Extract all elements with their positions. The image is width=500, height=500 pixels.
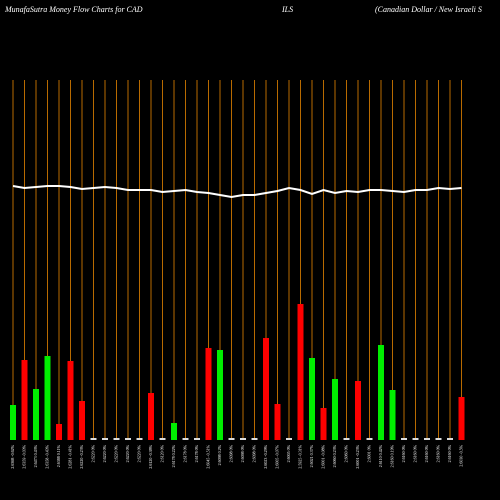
bar	[148, 393, 154, 440]
bar	[251, 438, 258, 440]
chart-annotation: (Canadian Dollar / New Israeli S	[375, 5, 482, 14]
bar	[412, 438, 419, 440]
bar	[378, 345, 384, 440]
x-tick-label: 2.6023 -0.29%	[263, 444, 268, 468]
bar	[113, 438, 120, 440]
x-tick-label: 2.6098 0%	[240, 444, 245, 462]
x-tick-label: 2.6220 0%	[125, 444, 130, 462]
x-tick-label: 2.6178 0.22%	[171, 444, 176, 467]
x-tick-label: 2.6178 0%	[183, 444, 188, 462]
x-tick-label: 2.6368 -0.62%	[10, 444, 15, 468]
x-tick-label: 2.6178 0%	[194, 444, 199, 462]
bar	[56, 424, 62, 440]
bar	[79, 401, 85, 440]
x-tick-label: 2.6045 -0.51%	[206, 444, 211, 468]
bar	[274, 404, 281, 440]
chart-subtitle: ILS	[281, 5, 293, 14]
bar	[228, 438, 235, 440]
x-tick-label: 2.6160 0%	[401, 444, 406, 462]
bar	[447, 438, 453, 440]
bar	[401, 438, 407, 440]
bar	[102, 438, 108, 440]
x-tick-label: 2.6098 0%	[229, 444, 234, 462]
x-tick-label: 2.6001 -0.23%	[355, 444, 360, 468]
x-tick-label: 2.6160 0%	[436, 444, 441, 462]
x-tick-label: 2.6120 0%	[160, 444, 165, 462]
bar	[320, 408, 327, 440]
bar	[366, 438, 373, 440]
bar	[343, 438, 350, 440]
bar	[309, 358, 315, 440]
bar	[297, 304, 304, 440]
x-tick-label: 2.6098 0.2%	[217, 444, 222, 465]
x-tick-label: 2.6220 0%	[91, 444, 96, 462]
x-tick-label: 2.6220 0%	[102, 444, 107, 462]
x-tick-label: 2.6359 -0.03%	[22, 444, 27, 468]
bar	[240, 438, 246, 440]
x-tick-label: 2.6220 -0.23%	[79, 444, 84, 468]
bar	[136, 438, 143, 440]
x-tick-label: 2.6281 -0.41%	[68, 444, 73, 468]
bar	[90, 438, 97, 440]
x-tick-label: 2.6358 -0.43%	[45, 444, 50, 468]
x-tick-label: 2.6030 -0.5%	[459, 444, 464, 466]
bar	[10, 405, 16, 440]
x-tick-label: 2.5925 -0.31%	[298, 444, 303, 468]
bar	[33, 389, 39, 440]
x-tick-label: 2.6388 0.11%	[56, 444, 61, 467]
bar	[171, 423, 177, 440]
x-tick-label: 2.6160 0%	[413, 444, 418, 462]
x-tick-label: 2.6001 0%	[367, 444, 372, 462]
x-tick-label: 2.6060 0%	[344, 444, 349, 462]
x-tick-label: 2.6473 0.43%	[33, 444, 38, 467]
bar	[21, 360, 28, 440]
x-tick-label: 2.6060 0.23%	[332, 444, 337, 467]
bar	[159, 438, 166, 440]
x-tick-label: 2.6220 0%	[137, 444, 142, 462]
bar	[355, 381, 361, 440]
x-tick-label: 2.6098 0%	[252, 444, 257, 462]
x-tick-label: 2.6001 -0.08%	[321, 444, 326, 468]
x-tick-label: 2.6005 -0.07%	[275, 444, 280, 468]
bar	[424, 438, 430, 440]
bar	[332, 379, 338, 440]
bar	[182, 438, 189, 440]
x-tick-label: 2.6160 0%	[447, 444, 452, 462]
bar	[217, 350, 223, 440]
x-tick-label: 2.6005 0%	[286, 444, 291, 462]
bar	[194, 438, 200, 440]
x-tick-label: 2.6021 0.37%	[309, 444, 314, 467]
chart-title: MunafaSutra Money Flow Charts for CAD	[4, 5, 143, 14]
x-tick-label: 2.6220 0%	[114, 444, 119, 462]
bar	[389, 390, 396, 440]
bar	[67, 361, 74, 440]
bar	[286, 438, 292, 440]
price-line	[12, 185, 462, 199]
x-tick-label: 2.6110 0.42%	[378, 444, 383, 467]
x-tick-label: 2.6160 0%	[424, 444, 429, 462]
bar	[205, 348, 212, 440]
bar	[125, 438, 131, 440]
x-tick-label: 2.6160 0.19%	[390, 444, 395, 467]
bar	[458, 397, 465, 440]
bar	[435, 438, 442, 440]
bar	[263, 338, 269, 440]
x-tick-label: 2.6120 -0.38%	[148, 444, 153, 468]
bar	[44, 356, 51, 440]
